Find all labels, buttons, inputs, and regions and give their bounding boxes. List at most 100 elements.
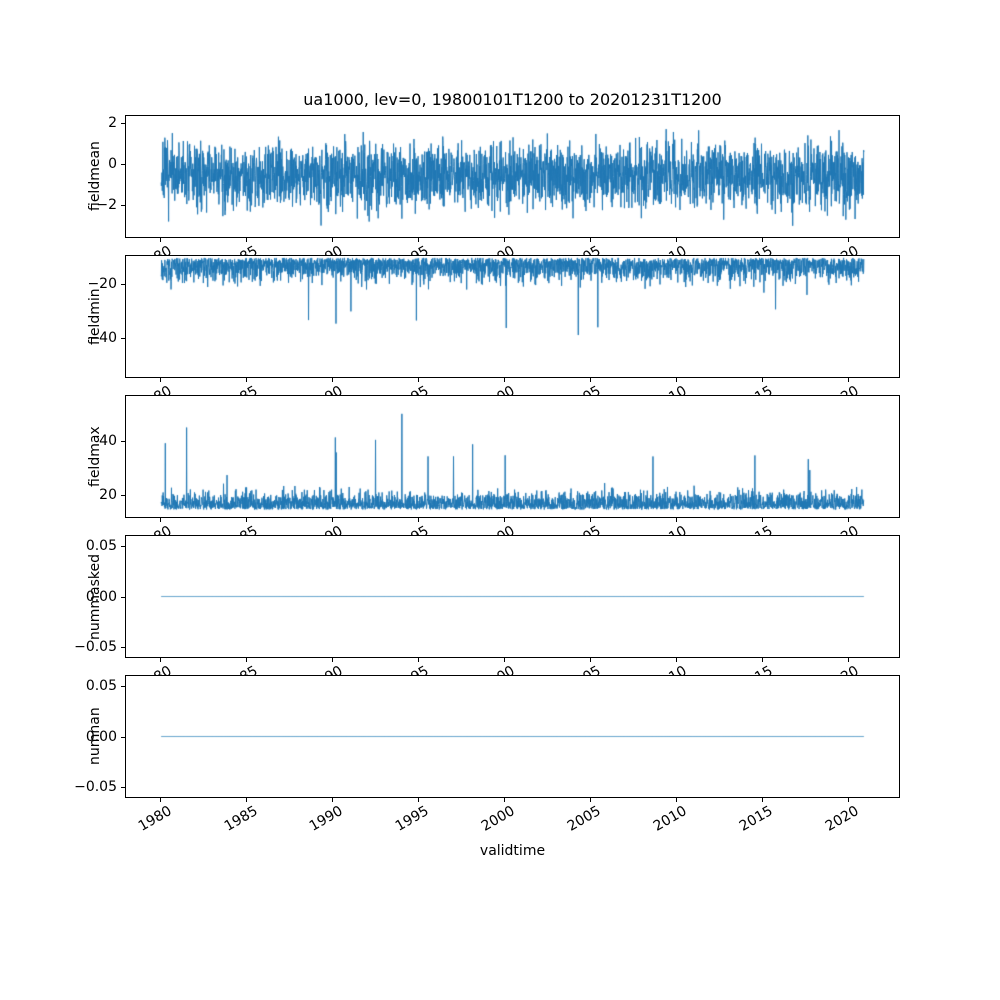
x-tick-mark (762, 378, 763, 382)
y-tick-label: 40 (99, 433, 117, 449)
y-tick-label: 0.00 (85, 589, 117, 605)
y-axis-label-fieldmin: fieldmin (87, 288, 103, 345)
y-tick-label: 20 (99, 487, 117, 503)
axes-fieldmean (125, 115, 900, 238)
x-tick-mark (246, 658, 247, 662)
x-tick-mark (590, 378, 591, 382)
y-tick-label: 0.05 (85, 678, 117, 694)
y-tick-mark (121, 338, 125, 339)
x-axis-label: validtime (479, 843, 546, 859)
x-tick-mark (762, 238, 763, 242)
x-tick-label: 2000 (479, 803, 518, 835)
y-tick-label: −40 (87, 330, 117, 346)
y-tick-mark (121, 205, 125, 206)
x-tick-mark (676, 798, 677, 802)
x-tick-mark (332, 378, 333, 382)
subplot-numnan: numnan 0.05 0.00 −0.05 1980 1985 1990 1995 2000 2… (0, 675, 1000, 835)
x-tick-label: 1985 (221, 803, 261, 835)
x-tick-mark (590, 798, 591, 802)
x-tick-mark (848, 518, 849, 522)
y-tick-mark (121, 284, 125, 285)
x-tick-mark (848, 798, 849, 802)
x-tick-mark (418, 518, 419, 522)
line-series-fieldmean (126, 116, 899, 237)
x-tick-mark (418, 658, 419, 662)
x-tick-label: 1990 (307, 803, 347, 835)
x-tick-mark (676, 518, 677, 522)
subplot-nummasked: nummasked0.050.00−0.05198019851990199520… (0, 535, 1000, 695)
y-axis-label-fieldmean: fieldmean (87, 141, 103, 212)
line-series-fieldmin (126, 256, 899, 377)
x-tick-mark (848, 378, 849, 382)
y-tick-mark (121, 164, 125, 165)
chart-title: ua1000, lev=0, 19800101T1200 to 20201231… (303, 90, 722, 109)
x-tick-label: 1995 (393, 803, 432, 835)
y-tick-label: −20 (87, 276, 117, 292)
y-tick-label: 0.00 (85, 729, 117, 745)
axes-numnan (125, 675, 900, 798)
x-tick-mark (246, 798, 247, 802)
y-tick-mark (121, 597, 125, 598)
line-series-nummasked (126, 536, 899, 657)
y-tick-mark (121, 737, 125, 738)
x-tick-mark (246, 518, 247, 522)
y-tick-label: −0.05 (74, 639, 117, 655)
x-tick-label: 2005 (564, 803, 604, 835)
subplot-fieldmax: fieldmax40201980198519901995200020052010… (0, 395, 1000, 555)
x-tick-mark (332, 798, 333, 802)
x-tick-mark (676, 378, 677, 382)
y-tick-mark (121, 441, 125, 442)
x-tick-mark (590, 518, 591, 522)
x-tick-mark (418, 378, 419, 382)
x-tick-mark (332, 658, 333, 662)
x-tick-mark (418, 798, 419, 802)
y-tick-mark (121, 495, 125, 496)
x-tick-mark (848, 238, 849, 242)
y-tick-label: 0.05 (85, 538, 117, 554)
x-tick-mark (504, 378, 505, 382)
y-tick-label: 0 (108, 156, 117, 172)
x-tick-mark (160, 658, 161, 662)
x-tick-label: 2015 (736, 803, 776, 835)
x-tick-label: 2020 (822, 803, 862, 835)
x-tick-mark (246, 378, 247, 382)
subplot-fieldmean: fieldmean20−2198019851990199520002005201… (0, 115, 1000, 275)
line-series-numnan (126, 676, 899, 797)
axes-fieldmin (125, 255, 900, 378)
x-tick-mark (160, 798, 161, 802)
x-tick-mark (160, 518, 161, 522)
x-tick-mark (504, 798, 505, 802)
x-tick-mark (332, 518, 333, 522)
x-tick-mark (676, 658, 677, 662)
x-tick-mark (160, 238, 161, 242)
x-tick-mark (762, 798, 763, 802)
x-tick-mark (418, 238, 419, 242)
y-tick-mark (121, 123, 125, 124)
y-tick-label: −0.05 (74, 779, 117, 795)
x-tick-mark (504, 238, 505, 242)
x-tick-mark (848, 658, 849, 662)
subplot-fieldmin: fieldmin−20−4019801985199019952000200520… (0, 255, 1000, 415)
line-series-fieldmax (126, 396, 899, 517)
x-tick-mark (246, 238, 247, 242)
x-tick-label: 1980 (135, 803, 175, 835)
x-tick-mark (590, 238, 591, 242)
x-tick-mark (762, 658, 763, 662)
y-tick-mark (121, 647, 125, 648)
axes-fieldmax (125, 395, 900, 518)
axes-nummasked (125, 535, 900, 658)
x-tick-mark (590, 658, 591, 662)
x-tick-label: 2010 (650, 803, 690, 835)
y-tick-mark (121, 546, 125, 547)
y-tick-mark (121, 686, 125, 687)
x-tick-mark (160, 378, 161, 382)
x-tick-mark (676, 238, 677, 242)
y-tick-label: 2 (108, 115, 117, 131)
x-tick-mark (504, 518, 505, 522)
y-tick-mark (121, 787, 125, 788)
x-tick-mark (504, 658, 505, 662)
x-tick-mark (332, 238, 333, 242)
y-tick-label: −2 (96, 197, 117, 213)
x-tick-mark (762, 518, 763, 522)
